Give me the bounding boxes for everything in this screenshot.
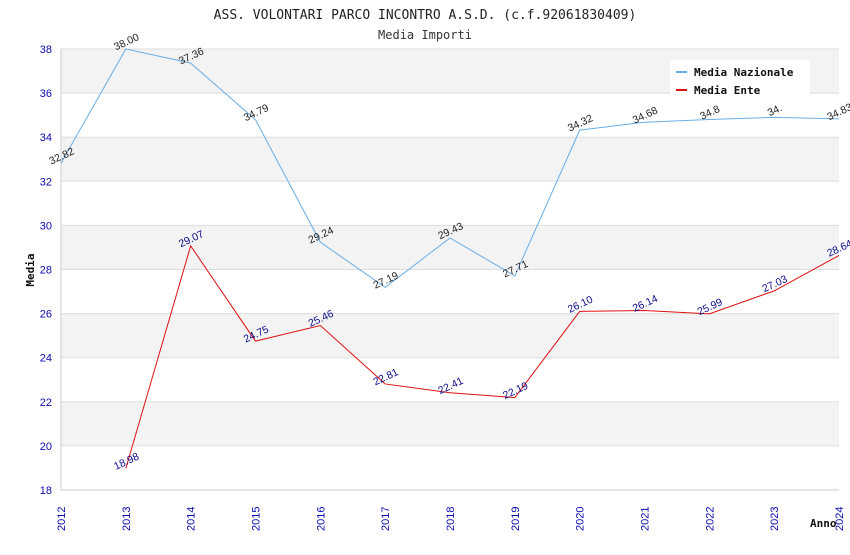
data-label: 27.03 <box>760 273 789 295</box>
grid-lines <box>60 48 839 491</box>
y-tick-label: 32 <box>40 176 52 188</box>
grid-band <box>61 137 839 182</box>
x-tick-label: 2014 <box>186 507 198 531</box>
y-tick-label: 24 <box>40 353 52 365</box>
x-tick-label: 2017 <box>380 507 392 531</box>
data-label: 34.68 <box>631 104 660 126</box>
data-label: 34.83 <box>825 101 850 123</box>
grid-band <box>61 313 839 358</box>
legend-entry: Media Nazionale <box>694 66 794 79</box>
legend-entry: Media Ente <box>694 84 761 97</box>
y-tick-label: 18 <box>40 485 52 497</box>
x-tick-label: 2020 <box>575 507 587 531</box>
x-tick-label: 2019 <box>510 507 522 531</box>
x-tick-label: 2024 <box>834 507 846 531</box>
x-tick-label: 2012 <box>56 507 68 531</box>
y-tick-label: 34 <box>40 132 52 144</box>
y-tick-label: 30 <box>40 220 52 232</box>
data-label: 27.19 <box>371 270 400 292</box>
x-tick-labels: 2012 2013 2014 2015 2016 2017 2018 2019 2020 2021… <box>56 507 846 531</box>
y-tick-label: 36 <box>40 88 52 100</box>
data-label: 18.98 <box>112 451 141 473</box>
y-tick-label: 28 <box>40 265 52 277</box>
grid-band <box>61 401 839 446</box>
x-axis-label: Anno <box>810 517 837 530</box>
y-tick-labels: 18 20 22 24 26 28 30 32 34 36 38 <box>40 44 52 497</box>
x-tick-label: 2023 <box>769 507 781 531</box>
x-tick-label: 2018 <box>445 507 457 531</box>
data-label: 22.81 <box>371 366 400 388</box>
data-label: 26.10 <box>566 294 595 316</box>
data-label: 22.19 <box>501 380 530 402</box>
data-label: 34.32 <box>566 112 595 134</box>
series-line-media-nazionale <box>60 48 840 288</box>
background-bands <box>61 49 839 446</box>
x-tick-label: 2022 <box>704 507 716 531</box>
x-tick-label: 2013 <box>121 507 133 531</box>
series-line-media-ente <box>125 244 840 469</box>
x-tick-label: 2021 <box>640 507 652 531</box>
x-tick-label: 2015 <box>251 507 263 531</box>
series-lines <box>60 48 840 469</box>
x-tick-label: 2016 <box>315 507 327 531</box>
chart-title: ASS. VOLONTARI PARCO INCONTRO A.S.D. (c.… <box>214 8 637 23</box>
legend: Media Nazionale Media Ente <box>670 60 810 98</box>
y-axis-label: Media <box>24 253 37 286</box>
legend-box <box>670 60 810 98</box>
y-tick-label: 38 <box>40 44 52 56</box>
data-label: 34. <box>766 102 784 119</box>
y-tick-label: 22 <box>40 397 52 409</box>
y-tick-label: 26 <box>40 309 52 321</box>
y-tick-label: 20 <box>40 441 52 453</box>
chart-subtitle: Media Importi <box>378 28 472 42</box>
